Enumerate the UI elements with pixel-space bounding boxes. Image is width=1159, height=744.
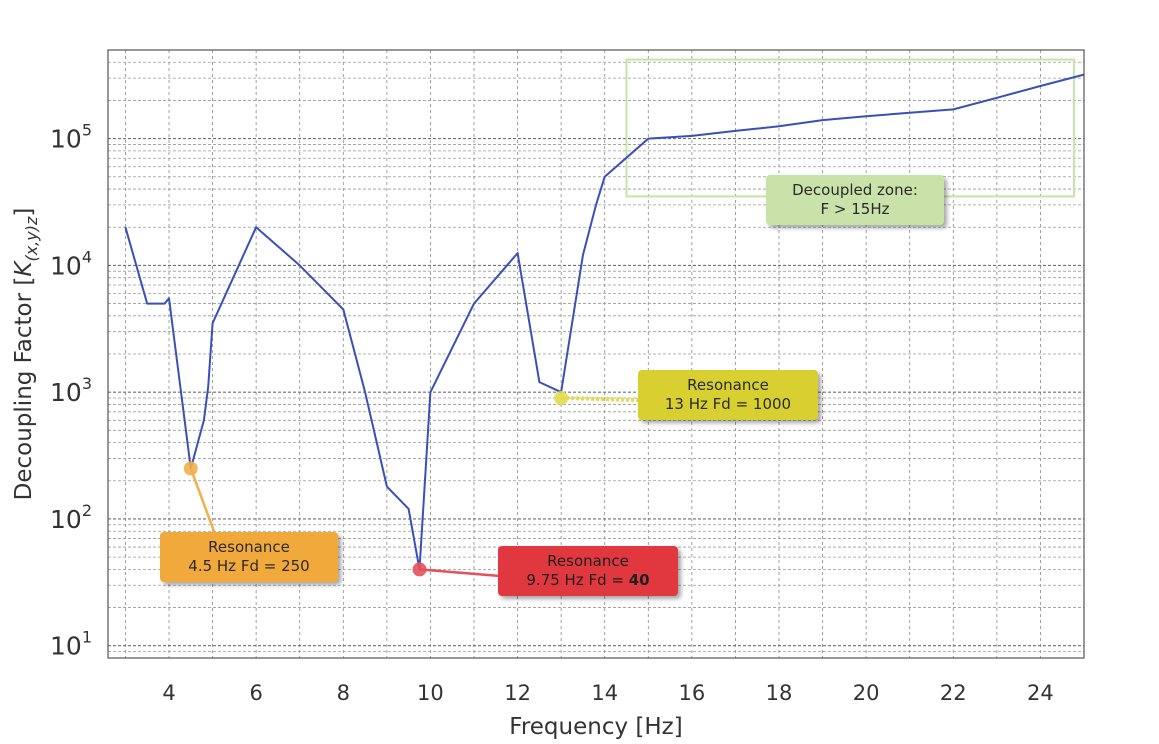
resonance-label-title: Resonance	[687, 376, 769, 394]
x-axis-label: Frequency [Hz]	[509, 714, 682, 740]
y-tick-base: 10	[50, 505, 82, 534]
x-tick-label: 4	[162, 681, 175, 705]
resonance-label-value-text: 9.75 Hz Fd =	[526, 571, 629, 589]
x-tick-label: 24	[1027, 681, 1054, 705]
decoupled-zone-label: Decoupled zone: F > 15Hz	[766, 175, 944, 225]
resonance-label-13hz: Resonance 13 Hz Fd = 1000	[638, 370, 818, 420]
zone-label-line-1: Decoupled zone:	[792, 181, 918, 199]
y-tick-label: 103	[50, 374, 92, 407]
y-tick-exponent: 4	[82, 247, 92, 266]
x-tick-label: 6	[249, 681, 262, 705]
x-tick-label: 16	[678, 681, 705, 705]
y-tick-label: 105	[50, 121, 92, 154]
resonance-label-title: Resonance	[547, 552, 629, 570]
y-tick-base: 10	[50, 125, 82, 154]
resonance-label-value: 13 Hz Fd = 1000	[664, 395, 792, 413]
x-tick-label: 20	[853, 681, 880, 705]
y-tick-base: 10	[50, 378, 82, 407]
y-tick-exponent: 3	[82, 374, 92, 393]
y-tick-label: 102	[50, 501, 92, 534]
resonance-marker	[554, 390, 569, 405]
x-tick-label: 12	[504, 681, 531, 705]
y-tick-base: 10	[50, 251, 82, 280]
x-tick-label: 22	[940, 681, 967, 705]
y-axis-label-k: K	[11, 260, 37, 277]
x-tick-label: 18	[766, 681, 793, 705]
resonance-label-value-bold: 40	[628, 571, 650, 589]
resonance-label-9-75hz: Resonance 9.75 Hz Fd = 40	[498, 546, 678, 596]
annotation-connector	[189, 468, 217, 535]
resonance-marker	[183, 461, 198, 476]
series-line	[124, 73, 1085, 571]
y-tick-exponent: 2	[82, 501, 92, 520]
resonance-marker	[412, 562, 427, 577]
y-tick-label: 104	[50, 247, 92, 280]
annotation-connector	[419, 568, 501, 578]
y-axis-label: Decoupling Factor [K(x,y)z]	[11, 208, 41, 501]
resonance-label-value: 9.75 Hz Fd = 40	[506, 571, 670, 590]
resonance-label-4-5hz: Resonance 4.5 Hz Fd = 250	[160, 532, 338, 582]
plot-frame	[107, 49, 1085, 659]
annotation-connector	[561, 395, 641, 402]
zone-label-line-2: F > 15Hz	[820, 200, 890, 218]
x-tick-label: 10	[417, 681, 444, 705]
resonance-label-value: 4.5 Hz Fd = 250	[188, 557, 310, 575]
y-axis-label-sub: (x,y)z	[22, 216, 41, 262]
y-tick-exponent: 5	[82, 121, 92, 140]
resonance-label-title: Resonance	[208, 538, 290, 556]
y-tick-exponent: 1	[82, 628, 92, 647]
y-tick-base: 10	[50, 632, 82, 661]
x-tick-label: 14	[591, 681, 618, 705]
y-axis-label-end: ]	[11, 208, 37, 217]
x-tick-label: 8	[337, 681, 350, 705]
y-axis-label-main: Decoupling Factor [	[11, 277, 37, 501]
annotation-connectors	[189, 395, 641, 578]
y-tick-label: 101	[50, 628, 92, 661]
resonance-markers	[183, 390, 569, 577]
x-tick-labels: 4 6 8 10 12 14 16 18 20 22 24	[162, 681, 1053, 705]
